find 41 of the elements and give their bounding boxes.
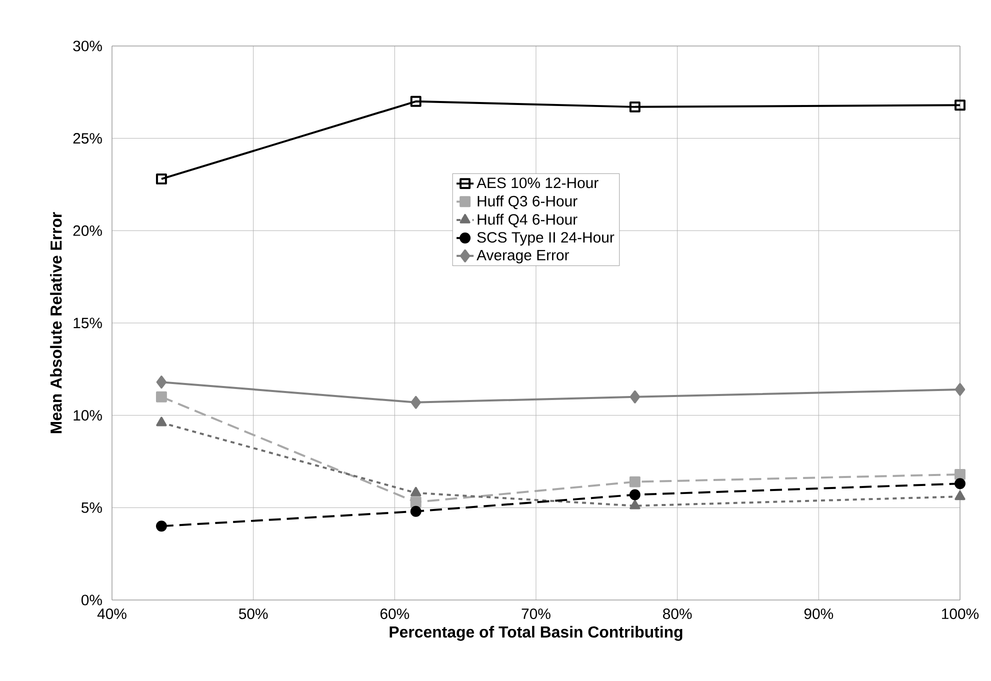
point [410, 496, 422, 508]
point [954, 100, 966, 111]
legend-label: Huff Q4 6-Hour [478, 214, 578, 228]
legend-label: Average Error [476, 250, 570, 264]
x-tick-label: 80% [663, 608, 692, 620]
point [410, 486, 422, 496]
point [629, 101, 640, 112]
legend-label: AES 10% 12-Hour [476, 178, 598, 188]
point [410, 396, 421, 409]
point [410, 96, 422, 107]
point [156, 376, 167, 389]
point [410, 506, 422, 517]
x-tick-label: 50% [238, 608, 268, 620]
x-tick-label: 40% [97, 608, 126, 620]
point [156, 520, 167, 532]
y-tick-label: 5% [82, 502, 102, 513]
point [629, 476, 640, 488]
y-tick-label: 15% [74, 318, 102, 328]
x-tick-label: 70% [522, 608, 550, 620]
y-axis-title: Mean Absolute Relative Error [50, 212, 62, 434]
x-tick-label: 100% [942, 608, 979, 620]
point [630, 390, 640, 404]
point [630, 500, 640, 510]
legend-label: Huff Q3 6-Hour [478, 196, 578, 210]
point [156, 416, 167, 426]
point [156, 391, 167, 402]
point [954, 468, 966, 480]
y-tick-label: 10% [74, 410, 102, 421]
x-tick-label: 60% [380, 608, 410, 620]
point [156, 173, 167, 184]
y-tick-label: 25% [73, 133, 102, 144]
point [954, 478, 966, 490]
y-tick-label: 20% [73, 225, 102, 236]
point [954, 490, 966, 500]
point [954, 382, 966, 396]
x-axis-title: Percentage of Total Basin Contributing [390, 626, 682, 641]
y-tick-label: 30% [73, 40, 102, 52]
x-tick-label: 90% [804, 608, 834, 620]
point [629, 489, 640, 500]
y-tick-label: 0% [81, 594, 102, 606]
legend-label: SCS Type II 24-Hour [477, 232, 614, 246]
